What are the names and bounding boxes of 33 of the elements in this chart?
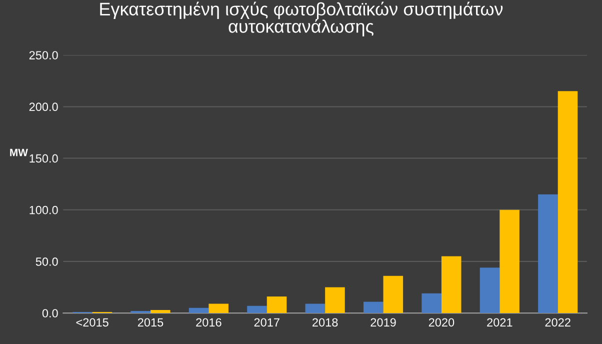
bar bbox=[422, 293, 442, 314]
bar bbox=[325, 287, 345, 314]
bar bbox=[266, 296, 287, 314]
y-tick-label: 50.0 bbox=[36, 257, 58, 266]
y-tick-label: 150.0 bbox=[30, 154, 58, 163]
x-tick-label: <2015 bbox=[76, 318, 108, 327]
bar bbox=[247, 306, 267, 314]
bar bbox=[441, 256, 462, 314]
bar bbox=[383, 276, 404, 314]
bar bbox=[480, 268, 500, 314]
x-tick-label: 2016 bbox=[196, 318, 222, 327]
x-tick-label: 2015 bbox=[138, 318, 164, 327]
x-tick-label: 2022 bbox=[545, 318, 570, 327]
x-tick-label: 2019 bbox=[370, 318, 396, 327]
bar bbox=[305, 304, 326, 314]
bar bbox=[188, 308, 209, 314]
y-tick-label: 200.0 bbox=[29, 102, 58, 112]
bar bbox=[208, 304, 228, 314]
bar bbox=[130, 310, 150, 314]
x-tick-label: 2021 bbox=[487, 318, 512, 327]
bar bbox=[363, 302, 384, 314]
bar bbox=[558, 91, 578, 314]
y-tick-label: 0.0 bbox=[42, 309, 58, 318]
chart-title: Εγκατεστημένη ισχύς φωτοβολταϊκών συστημάτων αυτοκατανάλωσης bbox=[100, 2, 503, 36]
bar bbox=[150, 310, 170, 314]
bar bbox=[538, 194, 558, 314]
y-tick-label: 100.0 bbox=[30, 206, 58, 214]
bar bbox=[500, 210, 520, 314]
x-tick-label: 2020 bbox=[428, 318, 454, 327]
x-tick-label: 2017 bbox=[254, 318, 280, 327]
x-tick-label: 2018 bbox=[312, 318, 338, 327]
y-tick-label: 250.0 bbox=[29, 51, 58, 60]
y-axis-title: MW bbox=[10, 148, 28, 156]
